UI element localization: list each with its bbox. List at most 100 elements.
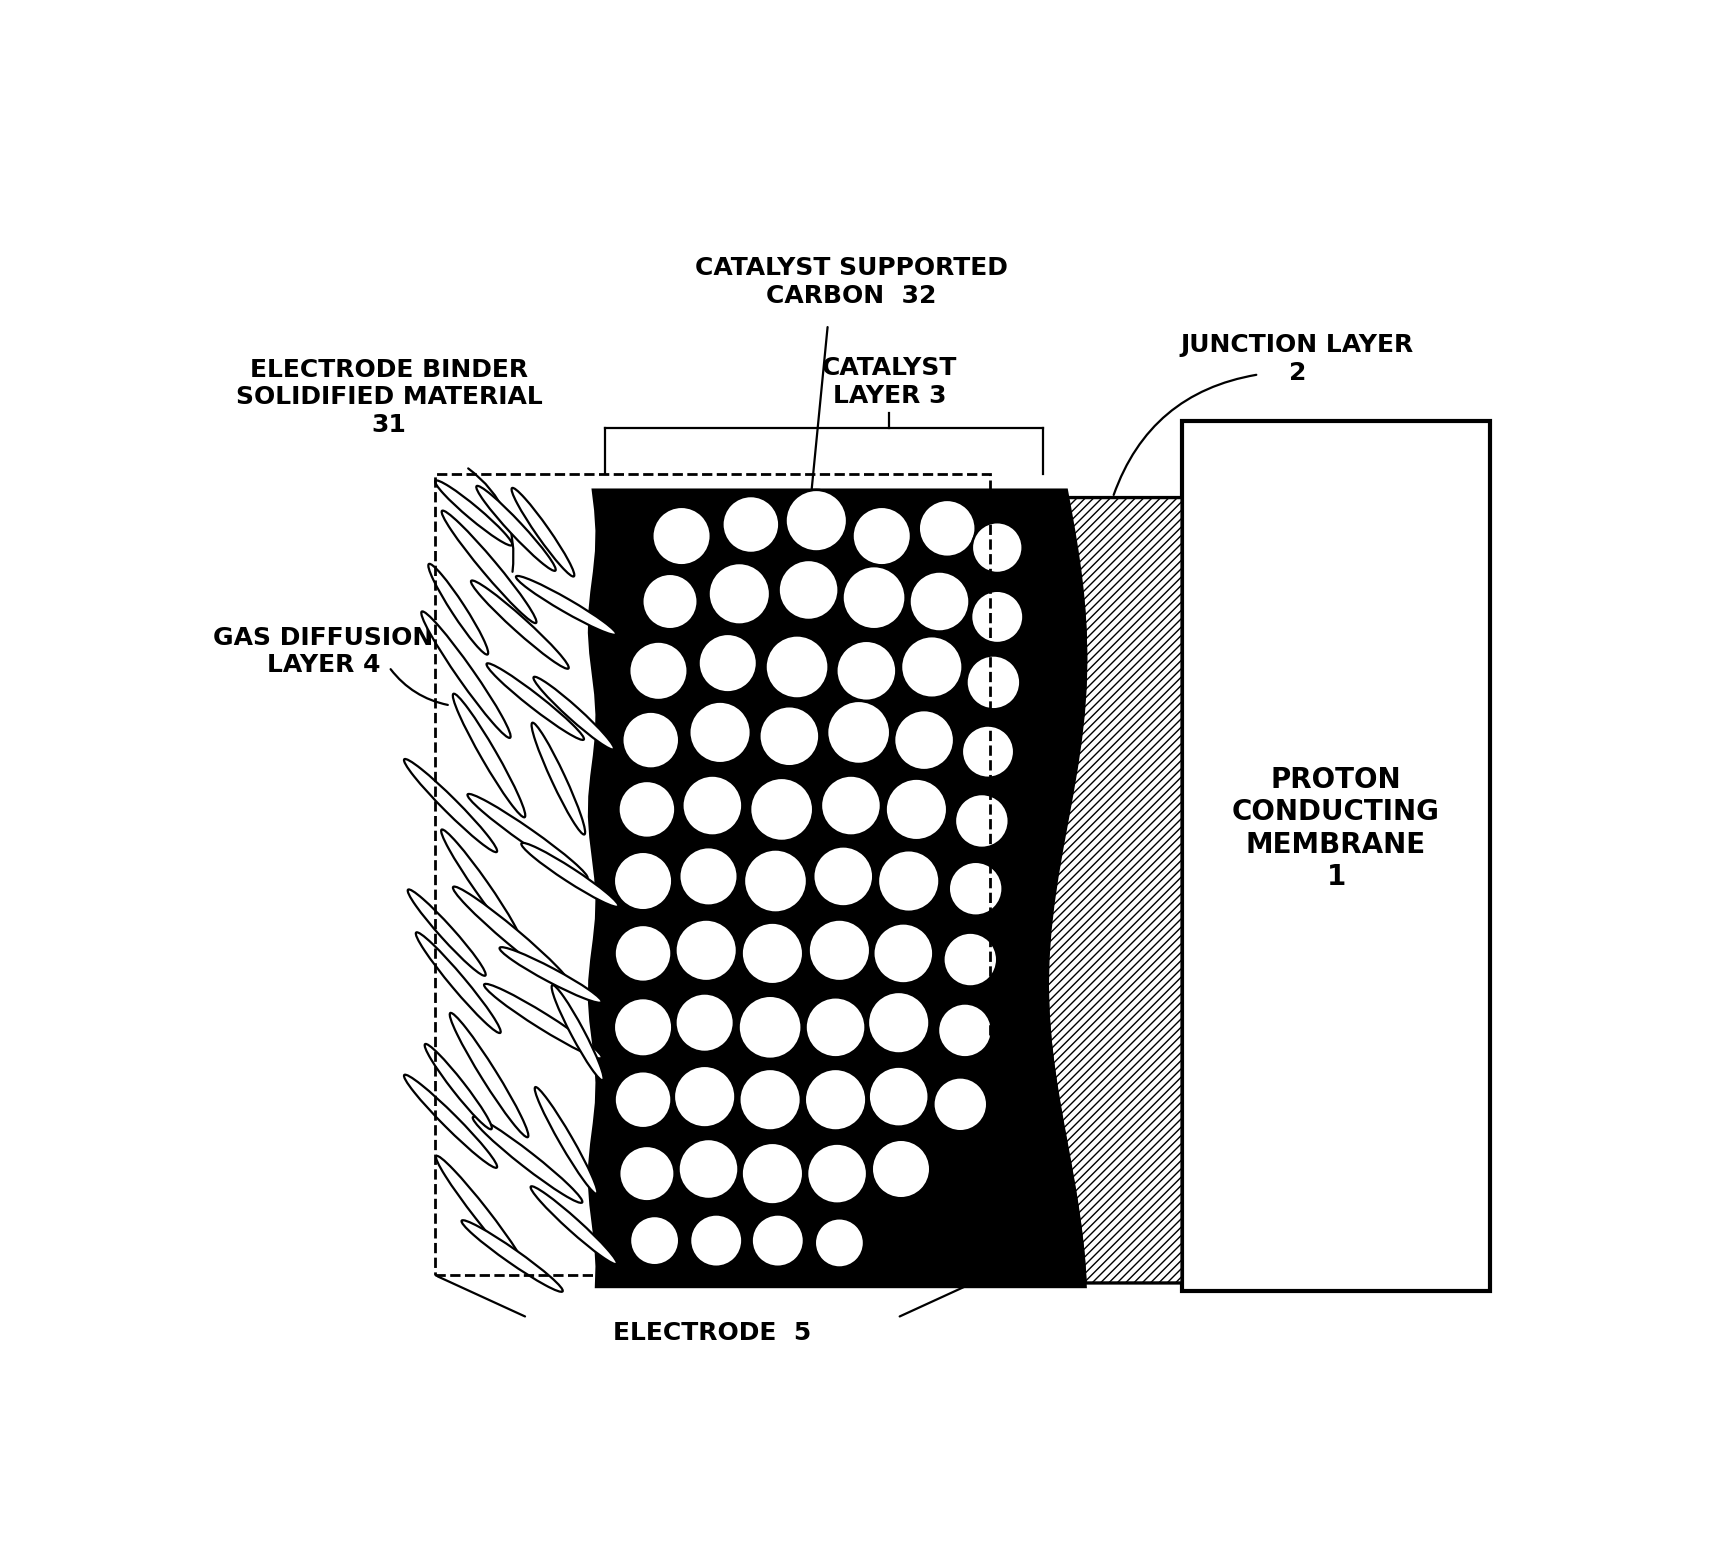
Circle shape: [837, 640, 897, 701]
Circle shape: [809, 920, 870, 981]
Circle shape: [678, 847, 737, 906]
Circle shape: [620, 1145, 675, 1201]
Circle shape: [691, 1214, 742, 1267]
Circle shape: [868, 1066, 928, 1127]
Circle shape: [675, 920, 737, 981]
Circle shape: [622, 712, 678, 769]
Ellipse shape: [405, 758, 498, 852]
Circle shape: [873, 923, 933, 984]
Circle shape: [615, 925, 672, 982]
Ellipse shape: [449, 1013, 529, 1138]
Circle shape: [878, 850, 940, 912]
Circle shape: [742, 923, 802, 984]
Circle shape: [630, 1215, 678, 1265]
Circle shape: [949, 862, 1002, 915]
Circle shape: [806, 998, 866, 1057]
Circle shape: [613, 998, 672, 1057]
Circle shape: [901, 636, 963, 698]
Circle shape: [739, 1069, 801, 1130]
Circle shape: [956, 794, 1009, 848]
Ellipse shape: [511, 488, 575, 577]
Ellipse shape: [472, 581, 568, 668]
Circle shape: [821, 775, 882, 836]
Circle shape: [642, 573, 697, 629]
Circle shape: [868, 991, 930, 1054]
Circle shape: [894, 710, 954, 771]
Circle shape: [682, 775, 742, 836]
Circle shape: [751, 779, 813, 841]
Circle shape: [653, 507, 711, 566]
Circle shape: [678, 1139, 739, 1200]
Ellipse shape: [422, 611, 511, 738]
Polygon shape: [589, 490, 1087, 1287]
Ellipse shape: [532, 723, 585, 834]
Circle shape: [759, 706, 820, 766]
Circle shape: [933, 1077, 987, 1131]
Ellipse shape: [436, 480, 511, 545]
Ellipse shape: [415, 932, 501, 1033]
Ellipse shape: [436, 1156, 527, 1271]
Text: CATALYST
LAYER 3: CATALYST LAYER 3: [821, 356, 957, 409]
Circle shape: [920, 500, 976, 556]
Circle shape: [778, 559, 839, 620]
Ellipse shape: [551, 985, 604, 1080]
Circle shape: [673, 1066, 735, 1127]
Ellipse shape: [530, 1186, 616, 1263]
Text: PROTON
CONDUCTING
MEMBRANE
1: PROTON CONDUCTING MEMBRANE 1: [1233, 766, 1440, 892]
Text: JUNCTION LAYER
2: JUNCTION LAYER 2: [1181, 333, 1414, 385]
Ellipse shape: [484, 984, 603, 1058]
Circle shape: [815, 1218, 864, 1268]
Circle shape: [722, 496, 780, 553]
Circle shape: [739, 996, 802, 1058]
Ellipse shape: [425, 1044, 492, 1130]
Circle shape: [808, 1144, 868, 1204]
Ellipse shape: [534, 678, 615, 749]
Circle shape: [708, 563, 770, 625]
Circle shape: [963, 726, 1014, 779]
Ellipse shape: [517, 577, 616, 634]
Circle shape: [615, 1071, 672, 1128]
Text: CATALYST SUPPORTED
CARBON  32: CATALYST SUPPORTED CARBON 32: [694, 256, 1007, 308]
Circle shape: [909, 572, 969, 631]
Ellipse shape: [487, 664, 584, 740]
Ellipse shape: [522, 842, 618, 908]
Ellipse shape: [499, 948, 601, 1002]
Polygon shape: [1047, 497, 1181, 1284]
Text: GAS DIFFUSION
LAYER 4: GAS DIFFUSION LAYER 4: [214, 626, 434, 678]
Ellipse shape: [474, 1117, 582, 1203]
Circle shape: [813, 847, 873, 906]
Ellipse shape: [467, 794, 587, 880]
Circle shape: [742, 1142, 802, 1204]
Circle shape: [827, 701, 890, 765]
Circle shape: [944, 932, 997, 987]
Circle shape: [852, 507, 911, 566]
Circle shape: [971, 591, 1023, 643]
Text: ELECTRODE  5: ELECTRODE 5: [613, 1321, 811, 1346]
Bar: [1181, 421, 1490, 1291]
Ellipse shape: [536, 1088, 598, 1193]
Circle shape: [785, 490, 847, 552]
Circle shape: [885, 779, 947, 841]
Circle shape: [675, 993, 734, 1052]
Circle shape: [613, 852, 672, 911]
Ellipse shape: [461, 1220, 563, 1291]
Ellipse shape: [441, 511, 537, 623]
Ellipse shape: [453, 693, 525, 817]
Circle shape: [629, 642, 687, 699]
Circle shape: [804, 1069, 866, 1130]
Ellipse shape: [477, 486, 556, 570]
Circle shape: [744, 850, 808, 912]
Circle shape: [966, 656, 1021, 709]
Circle shape: [618, 782, 675, 838]
Circle shape: [971, 522, 1023, 573]
Ellipse shape: [408, 889, 486, 976]
Ellipse shape: [405, 1075, 498, 1167]
Circle shape: [689, 701, 751, 763]
Circle shape: [766, 636, 828, 699]
Text: ELECTRODE BINDER
SOLIDIFIED MATERIAL
31: ELECTRODE BINDER SOLIDIFIED MATERIAL 31: [236, 357, 542, 437]
Circle shape: [699, 634, 758, 693]
Circle shape: [871, 1139, 930, 1198]
Ellipse shape: [429, 564, 487, 654]
Bar: [436, 474, 990, 1276]
Ellipse shape: [453, 887, 572, 987]
